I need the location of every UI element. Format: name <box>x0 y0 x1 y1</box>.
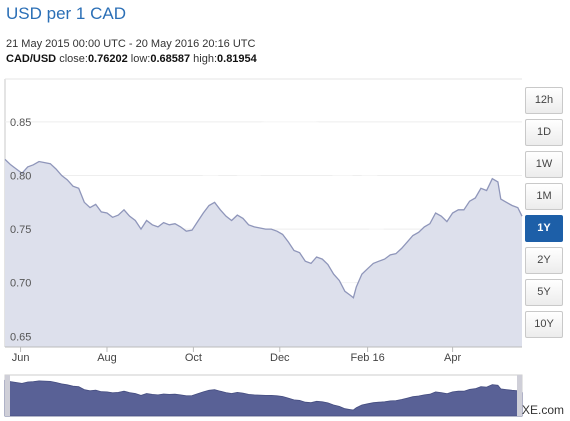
pair-label: CAD/USD <box>6 53 57 65</box>
low-value: 0.68587 <box>150 53 191 65</box>
rate-stats: CAD/USD close:0.76202 low:0.68587 high:0… <box>6 53 257 65</box>
y-axis-labels: 0.65 0.70 0.75 0.80 0.85 <box>10 117 31 343</box>
x-tick-label: Apr <box>444 352 461 364</box>
rate-area <box>5 159 522 347</box>
rate-chart: 0.65 0.70 0.75 0.80 0.85 Jun Aug Oct Dec Feb 16 A… <box>4 78 523 417</box>
period-1w-button[interactable]: 1W <box>525 151 563 178</box>
x-tick-label: Jun <box>12 352 30 364</box>
period-10y-button[interactable]: 10Y <box>525 311 563 338</box>
high-label: high: <box>193 53 218 65</box>
high-value: 0.81954 <box>217 53 257 65</box>
period-1d-button[interactable]: 1D <box>525 119 563 146</box>
period-1m-button[interactable]: 1M <box>525 183 563 210</box>
period-selector: 12h 1D 1W 1M 1Y 2Y 5Y 10Y <box>524 87 564 343</box>
period-1y-button[interactable]: 1Y <box>525 215 563 242</box>
x-tick-label: Oct <box>185 352 202 364</box>
chart-title: USD per 1 CAD <box>6 4 126 23</box>
x-tick-label: Aug <box>97 352 117 364</box>
x-tick-label: Dec <box>270 352 290 364</box>
low-label: low: <box>130 53 151 65</box>
y-tick-label: 0.75 <box>10 224 31 236</box>
navigator-left-handle[interactable] <box>5 375 10 416</box>
y-tick-label: 0.80 <box>10 170 31 182</box>
period-5y-button[interactable]: 5Y <box>525 279 563 306</box>
y-tick-label: 0.85 <box>10 117 31 129</box>
navigator-right-handle[interactable] <box>517 375 522 416</box>
period-2y-button[interactable]: 2Y <box>525 247 563 274</box>
close-value: 0.76202 <box>87 53 128 65</box>
rate-line <box>4 158 523 299</box>
navigator-area <box>4 379 523 417</box>
x-axis-labels: Jun Aug Oct Dec Feb 16 Apr <box>12 347 461 364</box>
y-tick-label: 0.70 <box>10 278 31 290</box>
date-range: 21 May 2015 00:00 UTC - 20 May 2016 20:1… <box>6 38 256 50</box>
chart-area: 0.65 0.70 0.75 0.80 0.85 Jun Aug Oct Dec Feb 16 A… <box>0 78 570 421</box>
close-label: close: <box>59 53 88 65</box>
x-tick-label: Feb 16 <box>350 352 384 364</box>
period-12h-button[interactable]: 12h <box>525 87 563 114</box>
brand-logo: XE.com <box>521 403 564 417</box>
y-tick-label: 0.65 <box>10 331 31 343</box>
